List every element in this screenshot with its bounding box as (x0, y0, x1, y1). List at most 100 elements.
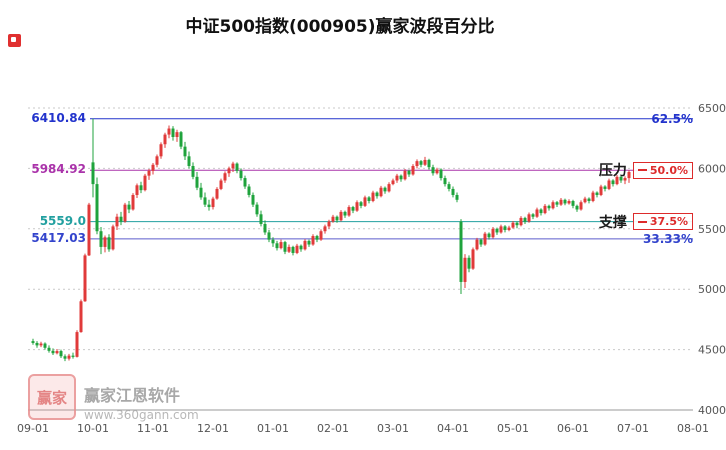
candle-body (203, 197, 207, 205)
candle-body (35, 342, 39, 346)
x-tick-label: 02-01 (317, 422, 349, 435)
candle-body (167, 128, 171, 135)
candle-body (555, 202, 559, 205)
x-tick-label: 09-01 (17, 422, 49, 435)
candle-body (543, 205, 547, 214)
candle-body (79, 301, 83, 333)
candle-body (127, 204, 131, 210)
x-tick-label: 12-01 (197, 422, 229, 435)
candle-body (467, 257, 471, 269)
candle-body (379, 187, 383, 197)
app-icon (8, 34, 21, 47)
x-tick-label: 03-01 (377, 422, 409, 435)
candle-body (383, 187, 387, 192)
candle-body (75, 332, 79, 357)
watermark-logo-text: 赢家 (36, 388, 67, 407)
candle-body (47, 347, 51, 351)
candle-body (243, 178, 247, 187)
watermark-url: www.360gann.com (84, 408, 199, 422)
candle-body (415, 161, 419, 166)
x-tick-label: 05-01 (497, 422, 529, 435)
candle-body (187, 156, 191, 166)
candle-body (515, 222, 519, 226)
candle-body (491, 228, 495, 238)
candle-body (287, 246, 291, 252)
watermark-logo: 赢家 (28, 374, 76, 420)
candle-body (427, 159, 431, 168)
candle-body (367, 197, 371, 202)
candle-body (371, 192, 375, 202)
candle-body (319, 231, 323, 240)
candle-body (247, 186, 251, 195)
candle-body (387, 184, 391, 192)
candle-body (395, 175, 399, 181)
candle-body (579, 202, 583, 210)
candle-body (435, 169, 439, 174)
candle-body (43, 343, 47, 348)
y-tick-label: 6000 (698, 162, 726, 175)
candle-body (71, 355, 75, 357)
candle-body (615, 176, 619, 185)
candle-body (207, 204, 211, 208)
candle-body (447, 184, 451, 189)
candle-body (183, 146, 187, 157)
candle-body (303, 240, 307, 250)
candle-body (559, 199, 563, 205)
candle-body (503, 226, 507, 231)
candle-body (471, 249, 475, 269)
candle-body (191, 165, 195, 177)
candle-body (511, 222, 515, 228)
candle-body (235, 163, 239, 171)
candle-body (171, 128, 175, 137)
candle-body (307, 240, 311, 245)
candle-body (115, 216, 119, 227)
watermark-name: 赢家江恩软件 (84, 386, 181, 405)
x-tick-label: 07-01 (617, 422, 649, 435)
chart-title: 中证500指数(000905)赢家波段百分比 (185, 17, 495, 37)
candle-body (159, 144, 163, 157)
candle-body (147, 170, 151, 176)
candle-body (623, 178, 627, 181)
candle-body (51, 350, 55, 354)
candle-body (363, 197, 367, 206)
candle-body (327, 221, 331, 227)
candle-body (347, 207, 351, 216)
candle-body (351, 207, 355, 211)
candle-body (563, 199, 567, 204)
candle-body (119, 216, 123, 222)
candle-body (439, 169, 443, 179)
candle-body (547, 205, 551, 209)
candle-body (155, 156, 159, 165)
candle-body (575, 205, 579, 210)
candle-body (107, 237, 111, 250)
candle-body (455, 194, 459, 200)
candle-body (275, 243, 279, 249)
candle-body (331, 216, 335, 222)
candle-body (199, 187, 203, 198)
candle-body (603, 186, 607, 189)
candle-body (527, 214, 531, 222)
candle-body (219, 180, 223, 189)
candle-body (611, 180, 615, 185)
candle-body (535, 209, 539, 217)
x-tick-label: 08-01 (677, 422, 709, 435)
candle-body (227, 168, 231, 174)
candle-body (87, 204, 91, 256)
x-tick-label: 11-01 (137, 422, 169, 435)
candle-body (323, 226, 327, 232)
candle-body (295, 245, 299, 253)
candle-body (259, 214, 263, 224)
x-tick-label: 06-01 (557, 422, 589, 435)
candle-body (163, 134, 167, 145)
candle-body (67, 355, 71, 359)
candle-body (91, 162, 95, 185)
candle-body (463, 257, 467, 282)
candle-body (619, 176, 623, 181)
candle-body (375, 192, 379, 197)
x-tick-label: 01-01 (257, 422, 289, 435)
candle-body (179, 132, 183, 147)
candle-body (359, 202, 363, 206)
candle-body (175, 132, 179, 137)
candle-body (475, 239, 479, 250)
